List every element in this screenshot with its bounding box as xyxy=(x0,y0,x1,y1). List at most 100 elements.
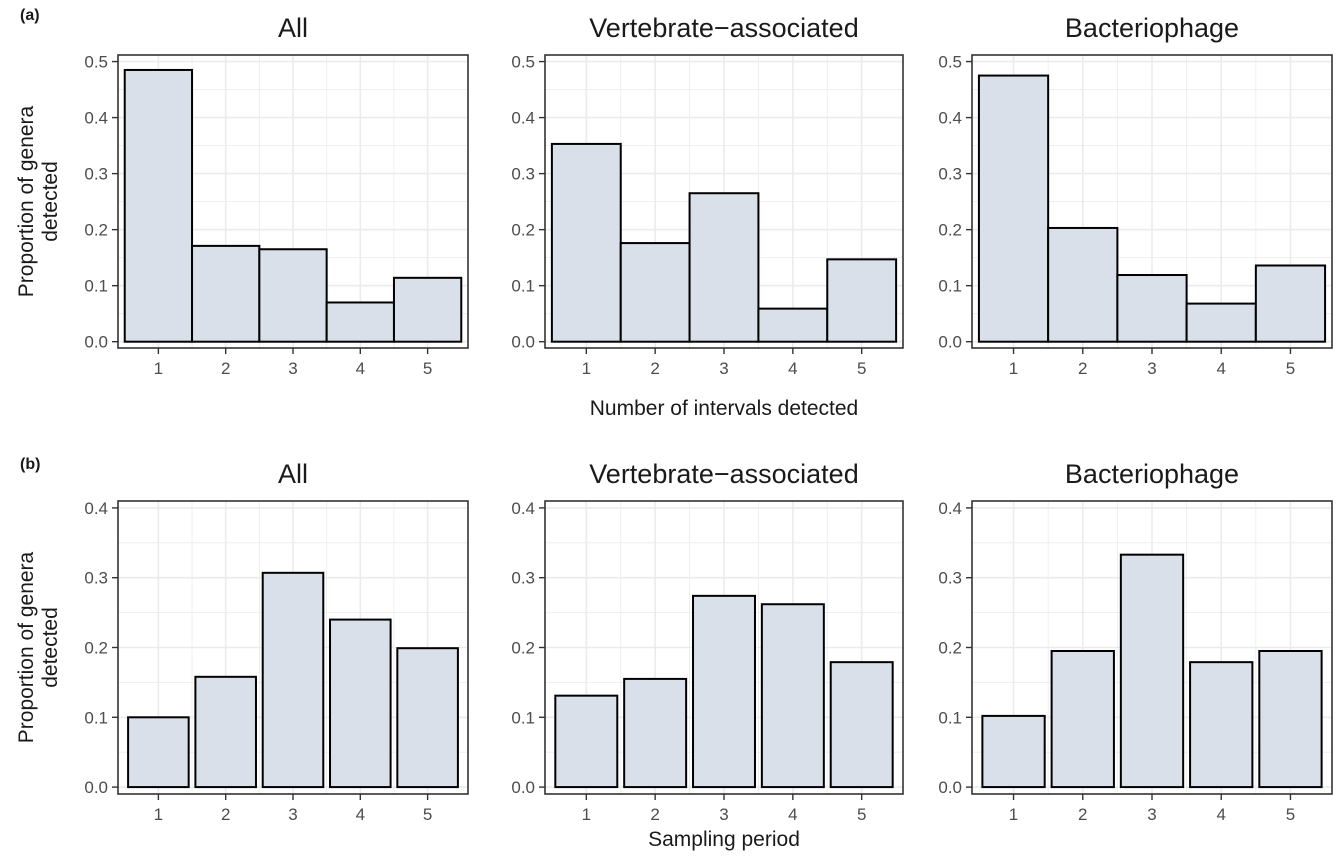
bar-1 xyxy=(123,68,194,343)
y-tick-label: 0.1 xyxy=(84,708,108,727)
x-tick-label: 2 xyxy=(1078,359,1087,378)
bar-5 xyxy=(829,661,894,789)
y-tick-label: 0.0 xyxy=(938,778,962,797)
x-tick-label: 5 xyxy=(1286,805,1295,824)
x-axis-label: Sampling period xyxy=(648,828,800,851)
y-tick-label: 0.3 xyxy=(511,165,535,184)
y-tick-label: 0.1 xyxy=(511,708,535,727)
y-tick-label: 0.3 xyxy=(511,569,535,588)
y-tick-label: 0.2 xyxy=(938,221,962,240)
y-tick-label: 0.1 xyxy=(511,277,535,296)
bar-1 xyxy=(550,142,622,343)
bar-4 xyxy=(1185,302,1257,343)
x-tick-label: 1 xyxy=(1009,359,1018,378)
x-tick-label: 4 xyxy=(788,359,797,378)
bar-1 xyxy=(981,714,1046,789)
y-tick-label: 0.4 xyxy=(938,499,962,518)
x-tick-label: 4 xyxy=(1216,359,1225,378)
panel-tag: (b) xyxy=(20,456,40,473)
bar-5 xyxy=(392,276,463,343)
x-tick-label: 5 xyxy=(423,805,432,824)
chart-panel-a-3: 0.0 0.1 0.2 0.3 0.4 0.5 1 2 3 4 5 Bacteriophage xyxy=(938,13,1333,378)
y-tick-label: 0.0 xyxy=(84,333,108,352)
x-tick-label: 4 xyxy=(356,359,365,378)
bar-4 xyxy=(329,618,392,789)
x-tick-label: 5 xyxy=(1286,359,1295,378)
y-tick-label: 0.2 xyxy=(84,221,108,240)
x-tick-label: 5 xyxy=(857,805,866,824)
x-tick-label: 5 xyxy=(857,359,866,378)
x-tick-label: 3 xyxy=(719,359,728,378)
chart-panel-b-3: 0.0 0.1 0.2 0.3 0.4 1 2 3 4 5 Bacteriophage xyxy=(938,459,1333,824)
y-tick-label: 0.5 xyxy=(938,53,962,72)
bar-5 xyxy=(1258,649,1323,789)
bar-4 xyxy=(325,301,395,343)
x-tick-label: 1 xyxy=(1009,805,1018,824)
y-tick-label: 0.2 xyxy=(84,639,108,658)
bar-4 xyxy=(760,603,825,789)
x-tick-label: 5 xyxy=(423,359,432,378)
x-tick-label: 1 xyxy=(582,805,591,824)
x-tick-label: 1 xyxy=(154,805,163,824)
y-tick-label: 0.2 xyxy=(511,221,535,240)
x-tick-label: 3 xyxy=(719,805,728,824)
x-tick-label: 4 xyxy=(356,805,365,824)
y-tick-label: 0.0 xyxy=(84,778,108,797)
x-tick-label: 1 xyxy=(582,359,591,378)
y-tick-label: 0.5 xyxy=(84,53,108,72)
bar-1 xyxy=(127,716,190,789)
bar-2 xyxy=(1050,649,1115,789)
x-axis-label: Number of intervals detected xyxy=(590,397,858,420)
panel-title: Bacteriophage xyxy=(1065,13,1239,43)
x-tick-label: 4 xyxy=(788,805,797,824)
x-tick-label: 1 xyxy=(154,359,163,378)
y-tick-label: 0.3 xyxy=(84,165,108,184)
y-tick-label: 0.2 xyxy=(511,639,535,658)
panel-title: All xyxy=(278,459,308,489)
bar-3 xyxy=(261,571,325,789)
y-tick-label: 0.4 xyxy=(84,109,108,128)
x-tick-label: 3 xyxy=(1147,359,1156,378)
y-tick-label: 0.4 xyxy=(938,109,962,128)
y-tick-label: 0.0 xyxy=(938,333,962,352)
y-tick-label: 0.3 xyxy=(938,569,962,588)
bar-1 xyxy=(554,694,619,789)
bar-1 xyxy=(977,74,1050,343)
y-tick-label: 0.4 xyxy=(511,499,535,518)
panel-title: Vertebrate−associated xyxy=(589,13,858,43)
y-axis-label: Proportion of generadetected xyxy=(15,105,62,297)
bar-3 xyxy=(1116,274,1188,343)
bar-5 xyxy=(1254,264,1327,343)
y-axis-label: Proportion of generadetected xyxy=(15,551,62,743)
x-tick-label: 2 xyxy=(221,805,230,824)
chart-panel-b-2: 0.0 0.1 0.2 0.3 0.4 1 2 3 4 5 Vertebrate−associate… xyxy=(511,459,904,824)
x-tick-label: 3 xyxy=(1147,805,1156,824)
panel-title: Bacteriophage xyxy=(1065,459,1239,489)
y-tick-label: 0.0 xyxy=(511,778,535,797)
x-tick-label: 2 xyxy=(221,359,230,378)
panel-tag: (a) xyxy=(20,7,40,24)
bar-2 xyxy=(191,244,261,343)
bar-4 xyxy=(1189,661,1254,789)
y-tick-label: 0.5 xyxy=(511,53,535,72)
panel-title: Vertebrate−associated xyxy=(589,459,858,489)
y-axis-label-line: detected xyxy=(39,161,62,242)
y-tick-label: 0.3 xyxy=(938,165,962,184)
y-tick-label: 0.1 xyxy=(938,277,962,296)
x-tick-label: 2 xyxy=(650,805,659,824)
x-tick-label: 2 xyxy=(1078,805,1087,824)
bar-3 xyxy=(1119,553,1185,789)
x-tick-label: 3 xyxy=(288,805,297,824)
y-tick-label: 0.3 xyxy=(84,569,108,588)
y-axis-label-line: Proportion of genera xyxy=(15,551,38,743)
chart-panel-a-2: 0.0 0.1 0.2 0.3 0.4 0.5 1 2 3 4 5 Vertebrate−associ… xyxy=(511,13,904,378)
x-tick-label: 2 xyxy=(650,359,659,378)
bar-3 xyxy=(258,248,328,343)
x-tick-label: 3 xyxy=(288,359,297,378)
bar-4 xyxy=(757,307,829,343)
y-tick-label: 0.1 xyxy=(84,277,108,296)
y-axis-label-line: detected xyxy=(39,607,62,688)
bar-2 xyxy=(623,677,688,789)
y-tick-label: 0.0 xyxy=(511,333,535,352)
